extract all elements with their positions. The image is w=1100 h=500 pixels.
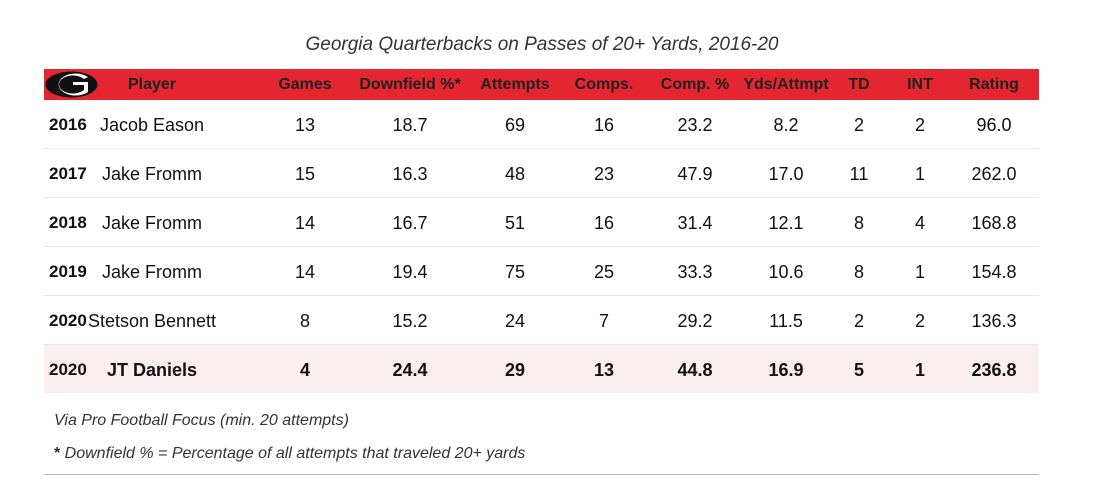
cell-downfield-pct: 24.4 [392, 360, 428, 380]
table-row: 2020 Stetson Bennett 8 15.2 24 7 29.2 11.5 2 2 136… [44, 296, 1039, 345]
cell-games: 15 [294, 164, 316, 184]
cell-year: 2020 [49, 311, 87, 330]
cell-int: 2 [914, 311, 925, 331]
cell-comp-pct: 29.2 [677, 311, 713, 331]
cell-comps: 16 [593, 213, 615, 233]
cell-games: 8 [299, 311, 310, 331]
cell-comp-pct: 31.4 [677, 213, 713, 233]
header-yds-per-attempt: Yds/Attmpt [743, 76, 829, 93]
footnote-star: * [54, 445, 65, 462]
table-row: 2017 Jake Fromm 15 16.3 48 23 47.9 17.0 11 1 262.0 [44, 149, 1039, 198]
cell-player: Jake Fromm [101, 164, 202, 184]
definition-note: * Downfield % = Percentage of all attemp… [54, 445, 525, 463]
table-row: 2020 JT Daniels 4 24.4 29 13 44.8 16.9 5 1 236.8 [44, 345, 1039, 393]
cell-rating: 236.8 [971, 360, 1017, 380]
cell-player: Jacob Eason [99, 115, 205, 135]
cell-comps: 23 [593, 164, 615, 184]
cell-int: 1 [914, 262, 925, 282]
cell-td: 11 [849, 164, 869, 184]
cell-downfield-pct: 19.4 [392, 262, 428, 282]
cell-attempts: 48 [504, 164, 526, 184]
cell-attempts: 75 [504, 262, 526, 282]
cell-td: 2 [853, 115, 864, 135]
cell-yds-per-attempt: 16.9 [768, 360, 804, 380]
cell-comp-pct: 44.8 [677, 360, 713, 380]
cell-downfield-pct: 15.2 [392, 311, 428, 331]
cell-player: Stetson Bennett [87, 311, 217, 331]
cell-games: 14 [294, 213, 316, 233]
georgia-g-logo-icon [45, 71, 98, 98]
cell-td: 2 [853, 311, 864, 331]
header-td: TD [848, 76, 870, 93]
cell-comps: 7 [598, 311, 609, 331]
cell-downfield-pct: 16.7 [392, 213, 428, 233]
cell-yds-per-attempt: 11.5 [769, 311, 803, 331]
cell-year: 2017 [49, 164, 87, 183]
cell-comps: 16 [593, 115, 615, 135]
cell-games: 13 [294, 115, 316, 135]
cell-yds-per-attempt: 17.0 [768, 164, 804, 184]
bottom-rule [44, 474, 1039, 475]
stats-table: Player Games Downfield %* Attempts Comps. Com… [44, 69, 1039, 393]
table-row: 2019 Jake Fromm 14 19.4 75 25 33.3 10.6 8 1 154.8 [44, 247, 1039, 296]
cell-int: 2 [914, 115, 925, 135]
chart-title: Georgia Quarterbacks on Passes of 20+ Ya… [305, 34, 779, 55]
cell-attempts: 24 [504, 311, 526, 331]
cell-td: 8 [853, 213, 864, 233]
cell-year: 2019 [49, 262, 87, 281]
cell-rating: 154.8 [971, 262, 1017, 282]
footnote-text: Downfield % = Percentage of all attempts… [64, 445, 526, 462]
header-int: INT [907, 76, 933, 93]
cell-games: 14 [294, 262, 316, 282]
cell-player: Jake Fromm [101, 213, 202, 233]
table-row: 2016 Jacob Eason 13 18.7 69 16 23.2 8.2 2 2 96.0 [44, 100, 1039, 149]
cell-year: 2020 [49, 360, 87, 379]
cell-yds-per-attempt: 12.1 [768, 213, 804, 233]
cell-td: 5 [853, 360, 864, 380]
cell-comp-pct: 23.2 [677, 115, 713, 135]
header-comp-pct: Comp. % [660, 76, 730, 93]
header-games: Games [278, 76, 332, 93]
cell-rating: 136.3 [971, 311, 1017, 331]
cell-yds-per-attempt: 8.2 [773, 115, 799, 135]
header-comps: Comps. [574, 76, 634, 93]
header-attempts: Attempts [480, 76, 550, 93]
cell-int: 4 [914, 213, 925, 233]
source-note: Via Pro Football Focus (min. 20 attempts… [54, 412, 349, 429]
cell-year: 2016 [49, 115, 87, 134]
cell-attempts: 69 [504, 115, 526, 135]
cell-rating: 96.0 [976, 115, 1012, 135]
cell-attempts: 29 [504, 360, 526, 380]
cell-int: 1 [914, 164, 925, 184]
cell-yds-per-attempt: 10.6 [768, 262, 804, 282]
cell-comp-pct: 33.3 [677, 262, 713, 282]
cell-comps: 25 [593, 262, 615, 282]
cell-games: 4 [299, 360, 310, 380]
table-row: 2018 Jake Fromm 14 16.7 51 16 31.4 12.1 8 4 168.8 [44, 198, 1039, 247]
cell-rating: 262.0 [971, 164, 1017, 184]
cell-td: 8 [853, 262, 864, 282]
table-header: Player Games Downfield %* Attempts Comps. Com… [44, 69, 1039, 100]
cell-downfield-pct: 16.3 [392, 164, 428, 184]
header-downfield-pct: Downfield %* [359, 76, 461, 93]
header-player: Player [127, 76, 177, 93]
cell-player: JT Daniels [106, 360, 198, 380]
cell-comps: 13 [593, 360, 615, 380]
header-rating: Rating [969, 76, 1019, 93]
cell-player: Jake Fromm [101, 262, 202, 282]
cell-year: 2018 [49, 213, 87, 232]
cell-rating: 168.8 [971, 213, 1017, 233]
cell-attempts: 51 [504, 213, 526, 233]
cell-comp-pct: 47.9 [677, 164, 713, 184]
cell-int: 1 [914, 360, 925, 380]
cell-downfield-pct: 18.7 [392, 115, 428, 135]
